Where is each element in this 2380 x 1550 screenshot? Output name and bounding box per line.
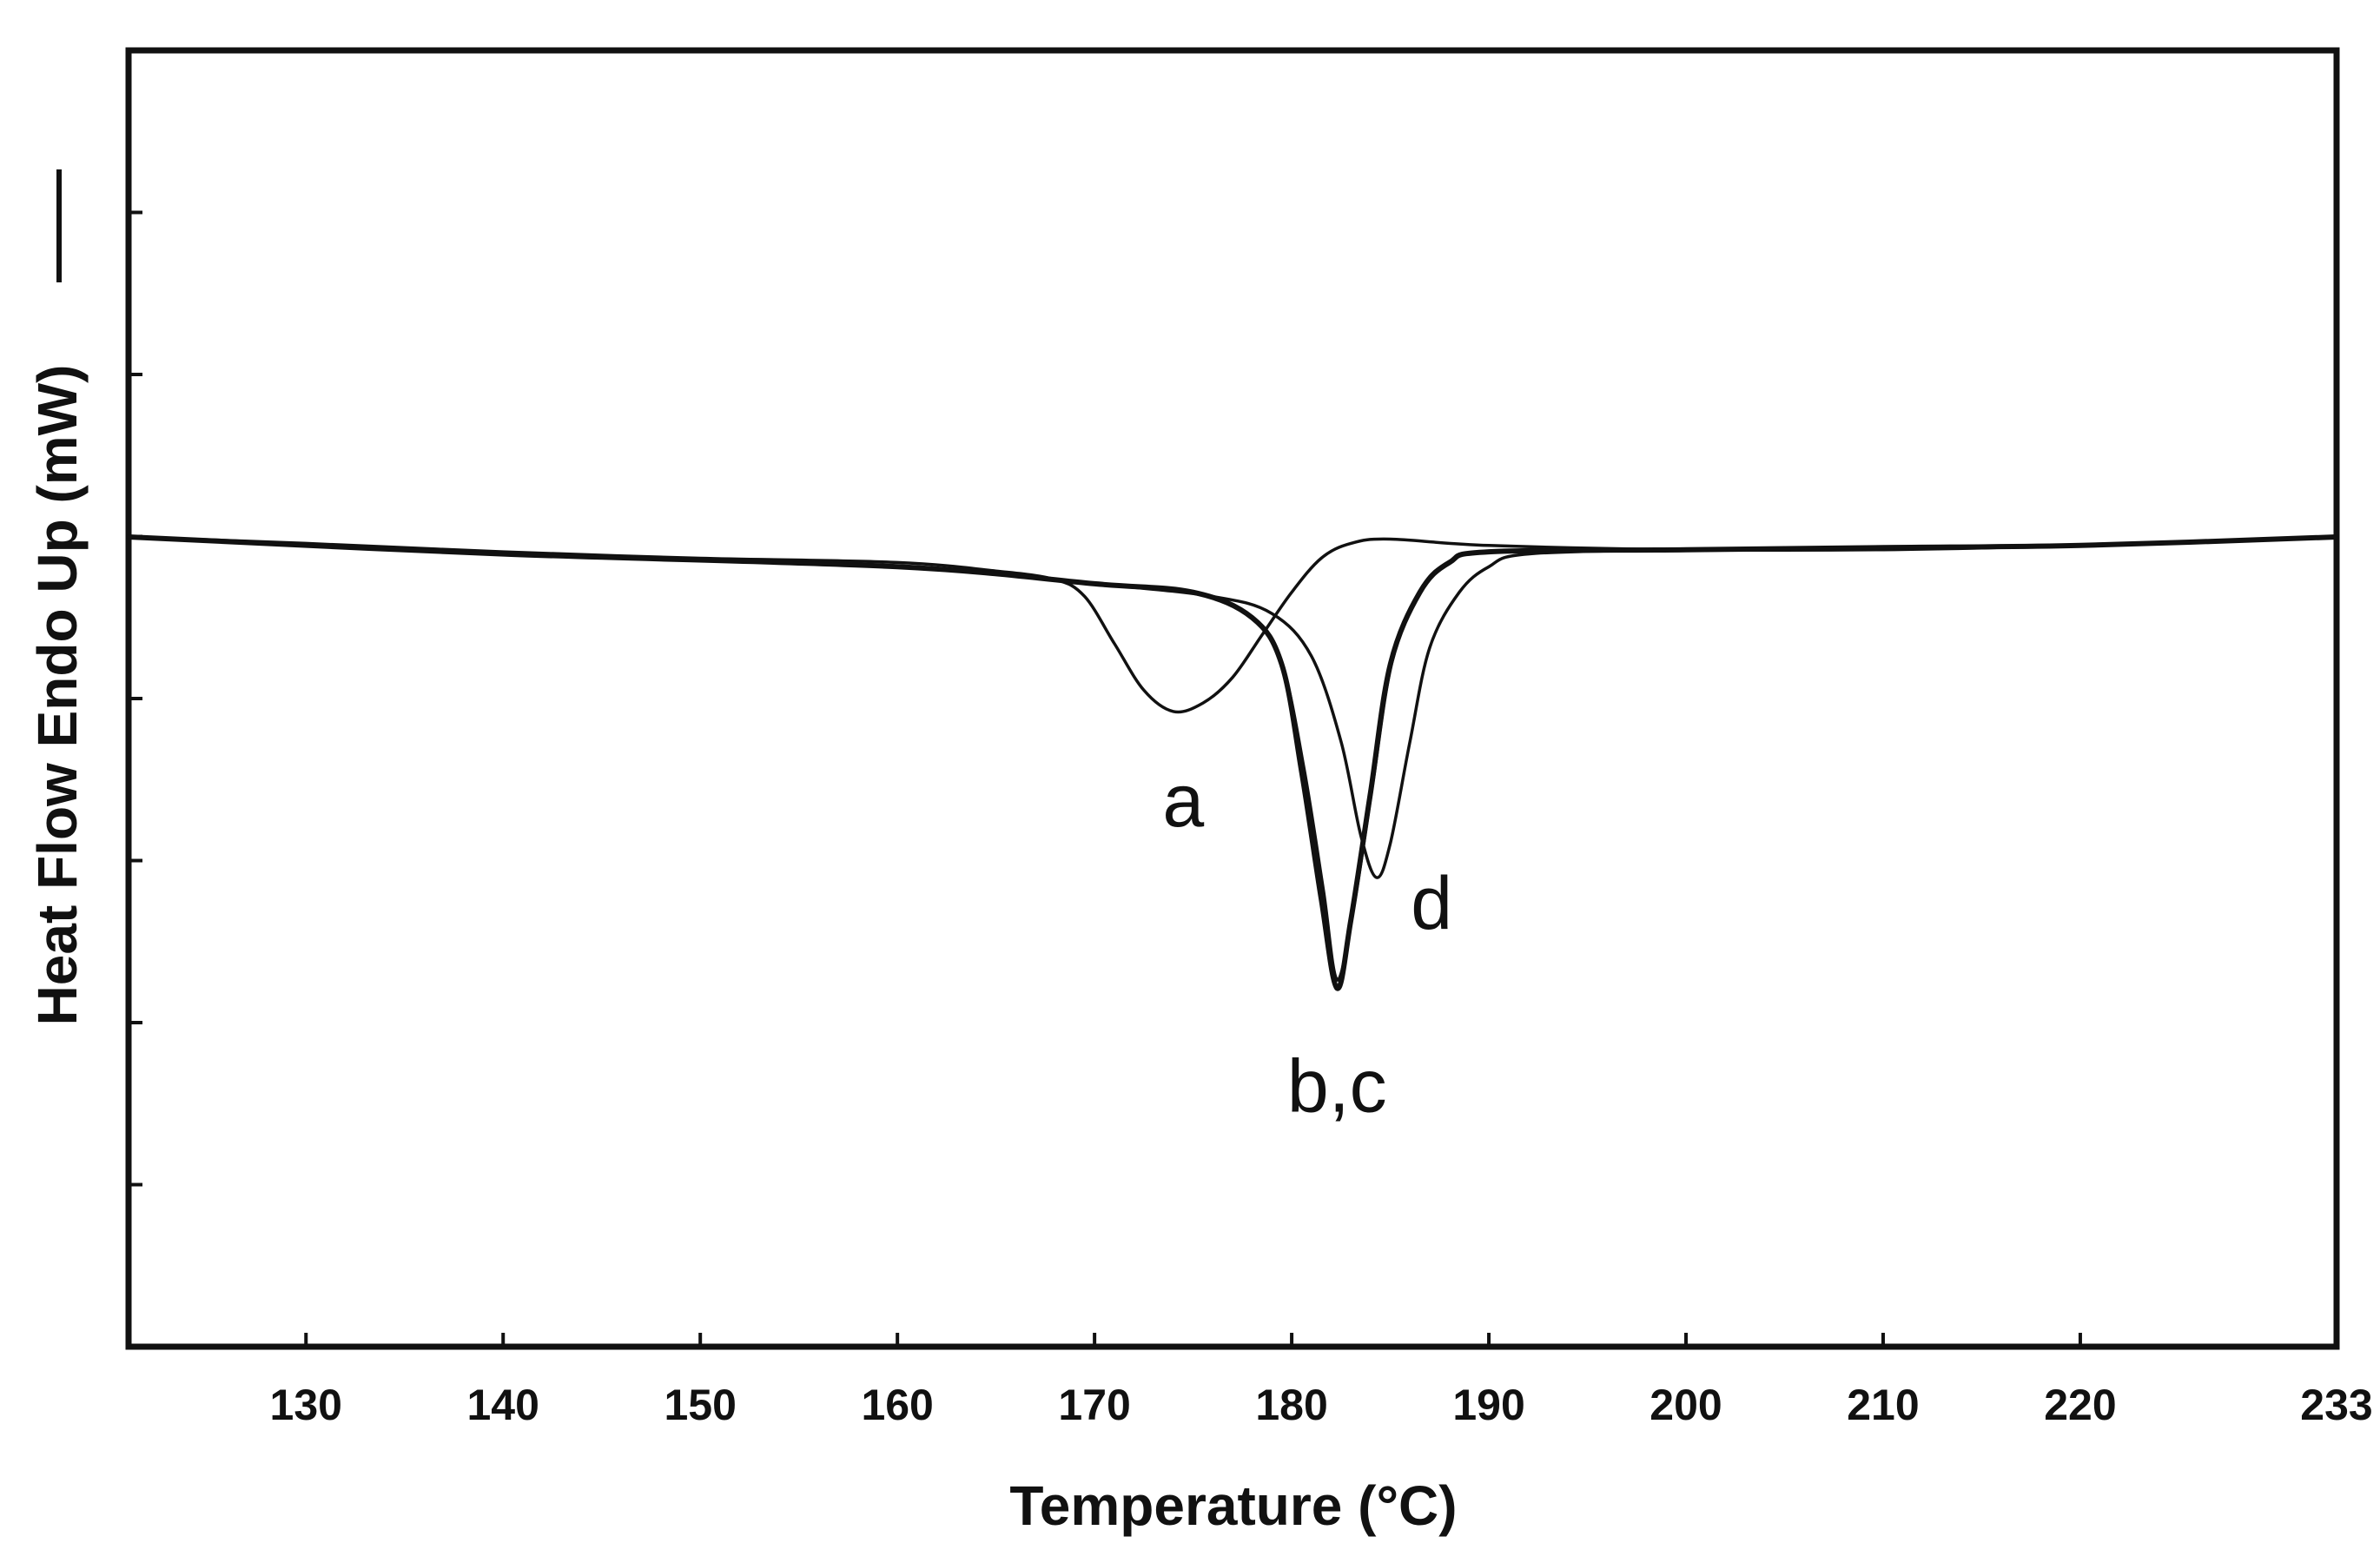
x-tick-label: 150 — [664, 1381, 736, 1429]
x-tick-label: 180 — [1255, 1381, 1327, 1429]
x-axis-ticks — [304, 1333, 2338, 1347]
y-axis-title-group: Heat Flow Endo Up (mW) — [26, 365, 89, 1026]
x-tick-label: 130 — [270, 1381, 342, 1429]
y-axis-title: Heat Flow Endo Up (mW) — [26, 365, 89, 1026]
x-tick-label: 210 — [1847, 1381, 1919, 1429]
plot-frame — [125, 47, 2340, 1350]
curve-label: a — [1162, 759, 1204, 843]
x-tick-label: 200 — [1649, 1381, 1722, 1429]
x-tick-label: 160 — [861, 1381, 933, 1429]
series-line-d — [127, 535, 2338, 879]
x-tick-label: 233 — [2300, 1381, 2372, 1429]
x-axis-title: Temperature (°C) — [1009, 1474, 1457, 1537]
curve-label: d — [1411, 862, 1452, 945]
curve-label: b,c — [1287, 1045, 1387, 1129]
x-tick-label: 190 — [1452, 1381, 1524, 1429]
x-tick-label: 140 — [467, 1381, 539, 1429]
x-tick-label: 170 — [1058, 1381, 1130, 1429]
x-axis-tick-labels: 130 140 150 160 170 180 190 200 210 220 233 — [270, 1381, 2373, 1429]
curve-annotations: a d b,c — [1162, 759, 1452, 1128]
x-tick-label: 220 — [2044, 1381, 2116, 1429]
series-lines — [126, 534, 2339, 991]
series-line-a — [127, 535, 2338, 714]
